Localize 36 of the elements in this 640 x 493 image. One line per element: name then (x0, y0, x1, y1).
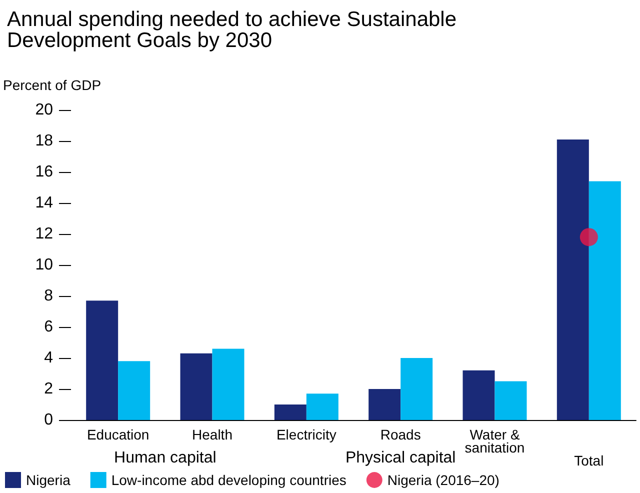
y-axis-title: Percent of GDP (3, 77, 102, 93)
bar (306, 394, 338, 420)
y-tick-label: 16 (35, 164, 54, 180)
y-tick-label: 4 (44, 350, 54, 366)
bar (400, 358, 433, 420)
y-tick-label: 12 (35, 226, 54, 242)
y-tick-label: 10 (35, 256, 54, 274)
legend-label: Low-income abd developing countries (111, 472, 346, 488)
text: Physical capital (345, 450, 456, 466)
y-tick-label: 6 (44, 318, 54, 336)
chart-title: Annual spending needed to achieve Sustainable Development Goals by 2030 (7, 8, 462, 52)
bar (462, 370, 495, 420)
bar (212, 348, 244, 420)
x-tick-label: Electricity (276, 426, 336, 442)
x-tick-label: Roads (380, 426, 421, 442)
legend-label: Nigeria (26, 472, 71, 488)
bar (86, 300, 118, 420)
y-tick-label: 2 (44, 380, 54, 398)
y-tick-label: 8 (44, 288, 54, 304)
bar (556, 139, 589, 420)
x-tick-label: Education (86, 426, 150, 442)
y-tick-label: 20 (35, 102, 54, 118)
bar (588, 181, 621, 420)
y-tick-label: 0 (44, 412, 54, 428)
bar (494, 381, 527, 420)
x-tick-label: Health (192, 426, 232, 442)
x-tick-label: Total (574, 452, 604, 468)
bar (180, 353, 212, 420)
legend-label: Nigeria (2016–20) (387, 472, 500, 488)
bar (274, 404, 306, 420)
bar (118, 361, 150, 420)
bar (368, 389, 401, 420)
y-tick-label: 18 (35, 132, 54, 150)
x-tick-label: Water & sanitation (464, 426, 525, 456)
text: Human capital (114, 450, 216, 466)
y-tick-label: 14 (35, 194, 54, 212)
